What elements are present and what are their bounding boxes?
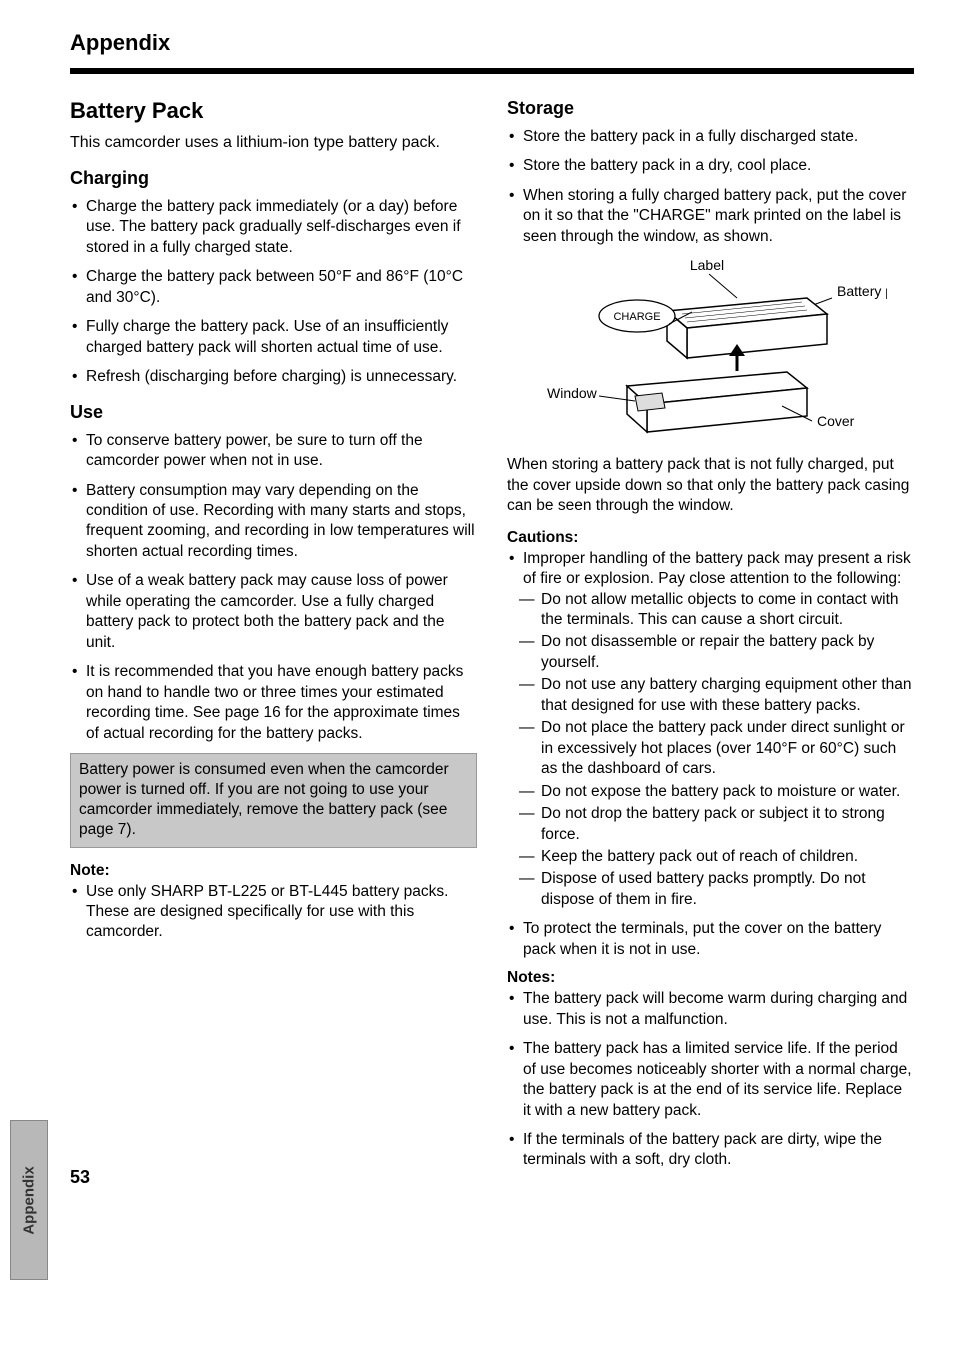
list-item: Dispose of used battery packs promptly. … (541, 869, 914, 910)
list-item: Do not expose the battery pack to moistu… (541, 782, 914, 802)
list-item: Do not place the battery pack under dire… (541, 718, 914, 779)
list-item: Do not allow metallic objects to come in… (541, 590, 914, 631)
list-item: Refresh (discharging before charging) is… (86, 367, 477, 387)
caution-dashes: Do not allow metallic objects to come in… (523, 590, 914, 911)
use-title: Use (70, 402, 477, 423)
highlight-box: Battery power is consumed even when the … (70, 753, 477, 848)
battery-diagram: Label Battery pack CHARGE (507, 256, 914, 441)
page-number: 53 (70, 1167, 90, 1188)
list-item: Improper handling of the battery pack ma… (523, 549, 914, 911)
list-item: Charge the battery pack between 50°F and… (86, 267, 477, 308)
list-item: Use only SHARP BT-L225 or BT-L445 batter… (86, 882, 477, 943)
diagram-battery-text: Battery pack (837, 283, 887, 299)
list-item: Do not use any battery charging equipmen… (541, 675, 914, 716)
list-item: Use of a weak battery pack may cause los… (86, 571, 477, 653)
list-item: Keep the battery pack out of reach of ch… (541, 847, 914, 867)
diagram-charge-text: CHARGE (613, 311, 660, 323)
list-item: If the terminals of the battery pack are… (523, 1130, 914, 1171)
list-item: Battery consumption may vary depending o… (86, 481, 477, 563)
list-item: Do not drop the battery pack or subject … (541, 804, 914, 845)
note-list: Use only SHARP BT-L225 or BT-L445 batter… (70, 882, 477, 943)
cautions-list: Improper handling of the battery pack ma… (507, 549, 914, 961)
side-tab: Appendix (10, 1120, 48, 1280)
side-tab-label: Appendix (21, 1166, 38, 1234)
page-header: Appendix (70, 30, 914, 56)
storage-list: Store the battery pack in a fully discha… (507, 127, 914, 247)
list-item: The battery pack has a limited service l… (523, 1039, 914, 1121)
cautions-heading: Cautions: (507, 529, 914, 547)
notes-list: The battery pack will become warm during… (507, 989, 914, 1171)
header-rule (70, 68, 914, 74)
use-list: To conserve battery power, be sure to tu… (70, 431, 477, 744)
list-item: When storing a fully charged battery pac… (523, 186, 914, 247)
diagram-label-text: Label (690, 257, 724, 273)
right-column: Storage Store the battery pack in a full… (507, 98, 914, 1180)
storage-title: Storage (507, 98, 914, 119)
charging-list: Charge the battery pack immediately (or … (70, 197, 477, 388)
notes-heading: Notes: (507, 969, 914, 987)
list-item: Do not disassemble or repair the battery… (541, 632, 914, 673)
list-item: To protect the terminals, put the cover … (523, 919, 914, 960)
battery-pack-title: Battery Pack (70, 98, 477, 124)
list-item: Charge the battery pack immediately (or … (86, 197, 477, 258)
diagram-cover-text: Cover (817, 413, 855, 429)
list-item: Store the battery pack in a fully discha… (523, 127, 914, 147)
content-columns: Battery Pack This camcorder uses a lithi… (70, 98, 914, 1180)
after-diagram-text: When storing a battery pack that is not … (507, 455, 914, 516)
list-item: Fully charge the battery pack. Use of an… (86, 317, 477, 358)
caution-main: Improper handling of the battery pack ma… (523, 550, 911, 587)
list-item: It is recommended that you have enough b… (86, 662, 477, 744)
list-item: To conserve battery power, be sure to tu… (86, 431, 477, 472)
charging-title: Charging (70, 168, 477, 189)
note-heading: Note: (70, 862, 477, 880)
list-item: The battery pack will become warm during… (523, 989, 914, 1030)
diagram-window-text: Window (547, 385, 598, 401)
intro-text: This camcorder uses a lithium-ion type b… (70, 134, 477, 152)
list-item: Store the battery pack in a dry, cool pl… (523, 156, 914, 176)
left-column: Battery Pack This camcorder uses a lithi… (70, 98, 477, 1180)
